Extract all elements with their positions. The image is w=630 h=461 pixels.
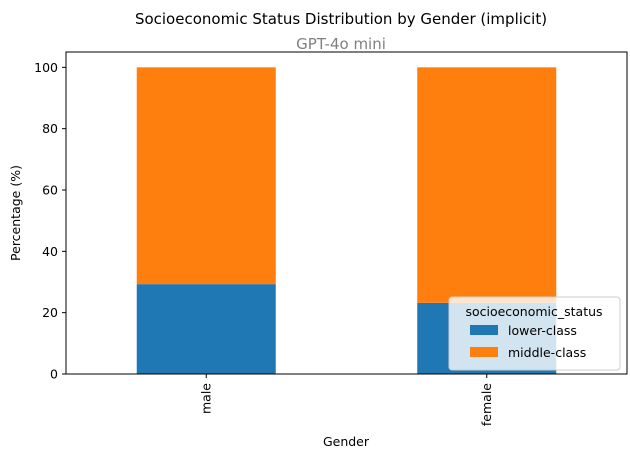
x-axis-ticks: male female	[198, 374, 494, 426]
bar-male-middle-class	[136, 67, 276, 285]
legend-label-middle-class: middle-class	[508, 345, 586, 360]
plot-frame	[65, 51, 628, 375]
y-tick-label: 40	[42, 244, 58, 259]
legend: socioeconomic_status lower-class middle-c…	[448, 296, 621, 371]
y-tick-label: 100	[34, 60, 58, 75]
y-axis-ticks: 0 20 40 60 80 100	[34, 60, 66, 382]
y-tick-label: 20	[42, 305, 58, 320]
legend-swatch-middle-class	[470, 347, 498, 357]
legend-title: socioeconomic_status	[465, 304, 602, 319]
y-tick-label: 0	[50, 367, 58, 382]
chart-subtitle: GPT-4o mini	[296, 35, 386, 53]
x-tick-label: female	[479, 383, 494, 426]
legend-swatch-lower-class	[470, 325, 498, 335]
x-tick-label: male	[198, 383, 213, 414]
bar-female-middle-class	[417, 67, 557, 303]
x-axis-label: Gender	[323, 434, 370, 449]
y-tick-label: 60	[42, 183, 58, 198]
y-axis-label: Percentage (%)	[8, 165, 23, 261]
bars-group	[136, 67, 557, 374]
legend-items: lower-class middle-class	[470, 323, 586, 360]
chart-title: Socioeconomic Status Distribution by Gen…	[135, 10, 547, 28]
y-tick-label: 80	[42, 121, 58, 136]
bar-male-lower-class	[136, 284, 276, 374]
legend-label-lower-class: lower-class	[508, 323, 577, 338]
